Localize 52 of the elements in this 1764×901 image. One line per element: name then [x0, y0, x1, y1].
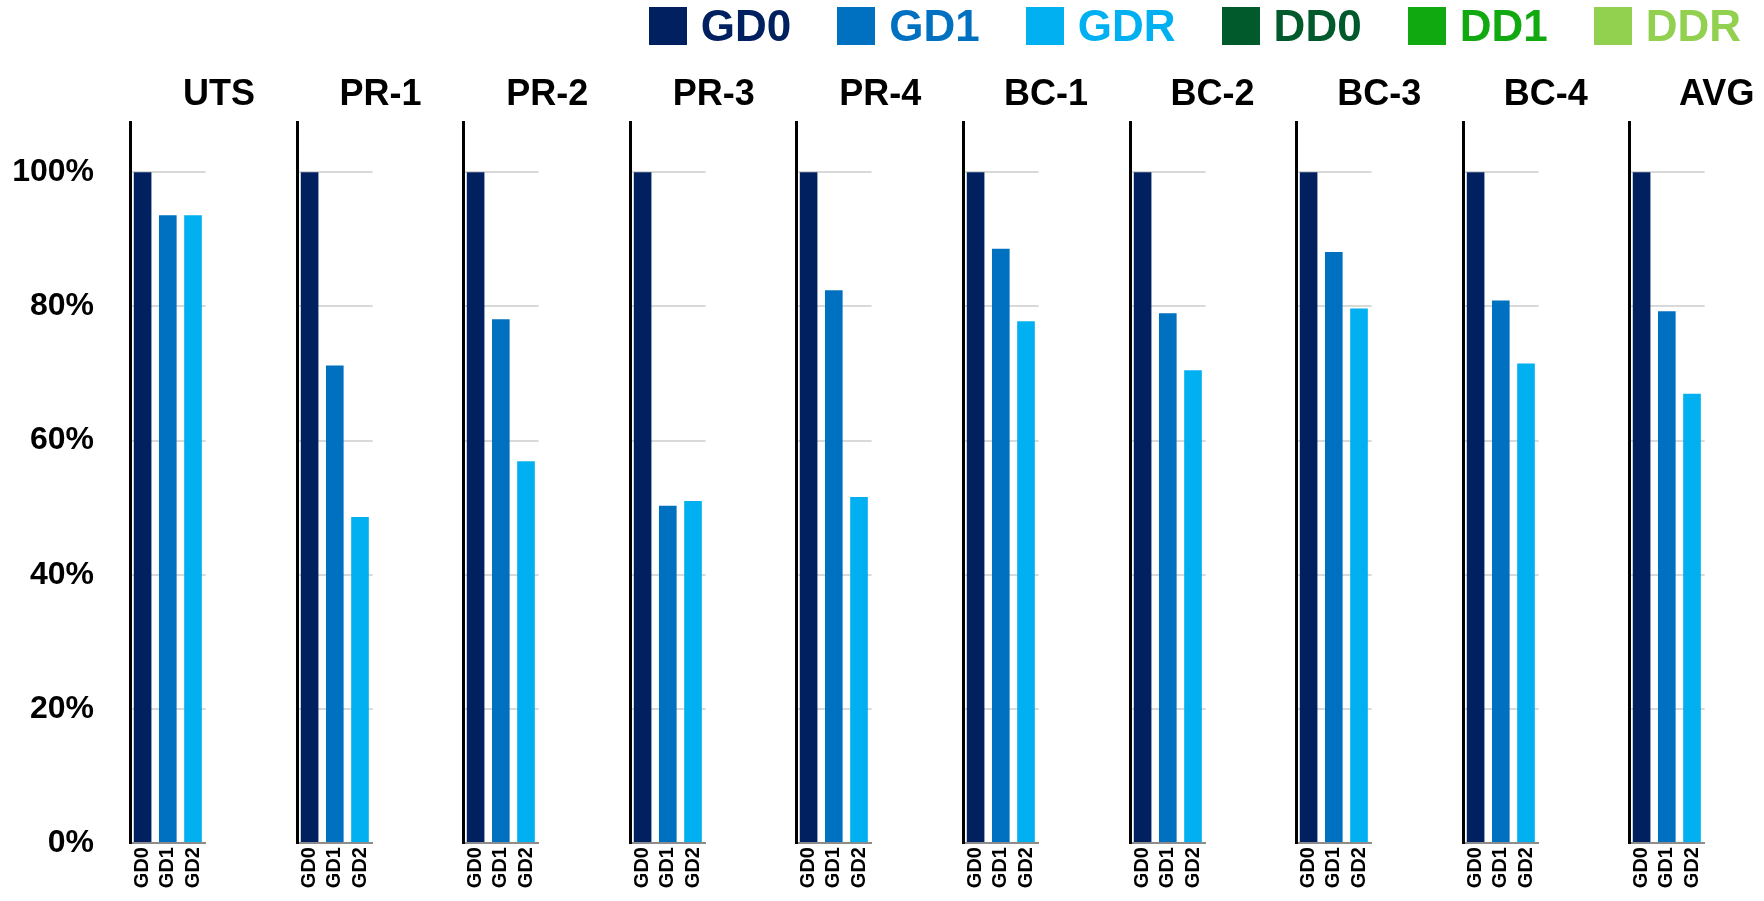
- y-tick-label: 40%: [29, 554, 94, 591]
- legend-label: GD0: [700, 1, 792, 50]
- x-tick-label: GD0: [1129, 847, 1152, 889]
- x-tick-label: GD2: [180, 847, 203, 889]
- x-tick-label: GD0: [796, 847, 819, 889]
- x-tick-label: GD0: [963, 847, 986, 889]
- y-tick-label: 60%: [29, 420, 94, 457]
- legend-label: DD1: [1459, 1, 1548, 50]
- chart-title: PR-1: [338, 72, 422, 113]
- x-tick-label: GD2: [1346, 847, 1369, 889]
- x-tick-label: GD2: [680, 847, 703, 889]
- x-tick-label: GD2: [1513, 847, 1536, 889]
- x-tick-label: GD0: [463, 847, 486, 889]
- x-tick-label: GD1: [1154, 847, 1177, 889]
- chart-title: UTS: [182, 72, 255, 113]
- x-tick-label: GD0: [1462, 847, 1485, 889]
- x-tick-label: GD2: [347, 847, 370, 889]
- legend-label: GDR: [1077, 1, 1176, 50]
- chart-title: PR-3: [671, 72, 755, 113]
- x-tick-label: GD0: [130, 847, 153, 889]
- x-tick-label: GD1: [155, 847, 178, 889]
- x-tick-label: GD0: [1296, 847, 1319, 889]
- chart-title: PR-2: [505, 72, 589, 113]
- x-tick-label: GD1: [488, 847, 511, 889]
- x-tick-label: GD2: [1679, 847, 1702, 889]
- y-tick-label: 20%: [29, 688, 94, 725]
- chart-title: BC-1: [1003, 72, 1088, 113]
- chart-title: PR-4: [838, 72, 922, 113]
- chart-title: BC-2: [1169, 72, 1255, 113]
- y-tick-label: 100%: [12, 152, 94, 189]
- x-tick-label: GD1: [1654, 847, 1677, 889]
- chart-title: BC-4: [1502, 72, 1588, 113]
- y-tick-label: 0%: [47, 822, 94, 859]
- x-tick-label: GD0: [1629, 847, 1652, 889]
- x-tick-label: GD0: [629, 847, 652, 889]
- y-tick-label: 80%: [29, 286, 94, 323]
- legend-label: DDR: [1645, 1, 1741, 50]
- x-tick-label: GD2: [846, 847, 869, 889]
- legend-label: DD0: [1273, 1, 1362, 50]
- x-tick-label: GD1: [821, 847, 844, 889]
- x-tick-label: GD2: [513, 847, 536, 889]
- x-tick-label: GD0: [296, 847, 319, 889]
- x-tick-label: GD2: [1013, 847, 1036, 889]
- x-tick-label: GD1: [988, 847, 1011, 889]
- x-tick-label: GD2: [1180, 847, 1203, 889]
- x-tick-label: GD1: [1321, 847, 1344, 889]
- chart-title: AVG: [1678, 72, 1755, 113]
- x-tick-label: GD1: [655, 847, 678, 889]
- legend-label: GD1: [889, 1, 980, 50]
- chart-title: BC-3: [1336, 72, 1422, 113]
- x-tick-label: GD1: [1488, 847, 1511, 889]
- x-tick-label: GD1: [321, 847, 344, 889]
